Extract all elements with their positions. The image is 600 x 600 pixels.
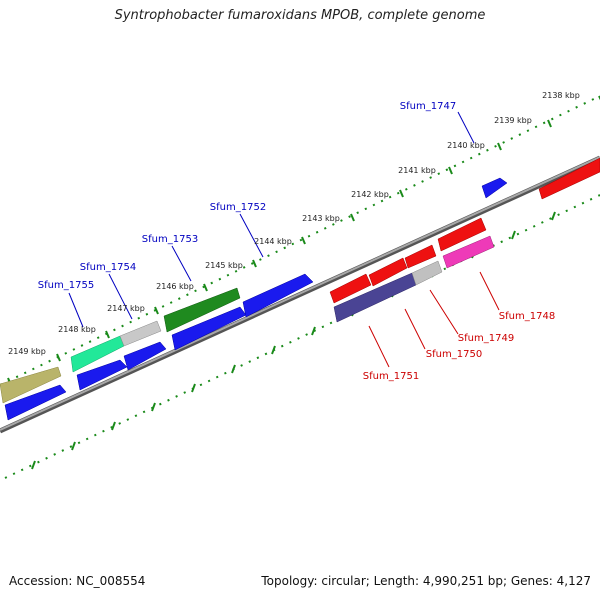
gene-red-3	[404, 244, 437, 269]
gene-label: Sfum_1755	[38, 280, 94, 291]
gene-sfum-1747	[481, 177, 508, 199]
forward-inner-genes	[4, 273, 314, 421]
reverse-genes	[329, 157, 600, 323]
gene-magenta-sfum-1748	[442, 235, 495, 269]
gene-olive-segment	[0, 366, 62, 404]
outer-major-ticks	[7, 95, 600, 386]
kbp-label: 2149 kbp	[8, 347, 46, 356]
gene-label: Sfum_1749	[458, 333, 514, 344]
gene-label: Sfum_1750	[426, 349, 482, 360]
gene-red-4	[437, 217, 487, 252]
kbp-label: 2148 kbp	[58, 325, 96, 334]
map-title: Syntrophobacter fumaroxidans MPOB, compl…	[114, 8, 486, 23]
kbp-label: 2143 kbp	[302, 214, 340, 223]
kbp-label: 2139 kbp	[494, 116, 532, 125]
kbp-label: 2141 kbp	[398, 166, 436, 175]
gene-green-segment	[163, 287, 241, 333]
gene-red-1	[329, 273, 372, 304]
kbp-label: 2144 kbp	[254, 237, 292, 246]
gene-blue-a	[4, 384, 67, 421]
forward-outer-genes	[0, 177, 508, 404]
kbp-label: 2142 kbp	[351, 190, 389, 199]
gene-grey-segment	[119, 320, 162, 347]
gene-blue-c	[123, 341, 167, 371]
gene-label: Sfum_1747	[400, 101, 456, 112]
inner-tick-line	[4, 194, 600, 479]
gene-grey-sfum-1750	[411, 260, 443, 286]
accession-text: Accession: NC_008554	[9, 574, 146, 588]
kbp-label: 2147 kbp	[107, 304, 145, 313]
reverse-gene-labels: Sfum_1748 Sfum_1749 Sfum_1750 Sfum_1751	[363, 311, 555, 382]
gene-label: Sfum_1754	[80, 262, 136, 273]
leader-lines	[68, 111, 500, 368]
gene-red-5	[538, 157, 600, 200]
genome-stats-text: Topology: circular; Length: 4,990,251 bp…	[261, 574, 591, 588]
kbp-label: 2145 kbp	[205, 261, 243, 270]
gene-red-2	[368, 257, 408, 287]
gene-label: Sfum_1753	[142, 234, 198, 245]
kbp-label: 2146 kbp	[156, 282, 194, 291]
gene-blue-e	[242, 273, 314, 318]
kbp-label: 2140 kbp	[447, 141, 485, 150]
gene-label: Sfum_1752	[210, 202, 266, 213]
gene-label: Sfum_1751	[363, 371, 419, 382]
genome-backbone-highlight	[0, 156, 600, 431]
forward-gene-labels: Sfum_1747 Sfum_1752 Sfum_1753 Sfum_1754 …	[38, 101, 456, 291]
kbp-label: 2138 kbp	[542, 91, 580, 100]
kbp-labels: 2138 kbp 2139 kbp 2140 kbp 2141 kbp 2142…	[8, 91, 580, 356]
gene-label: Sfum_1748	[499, 311, 555, 322]
